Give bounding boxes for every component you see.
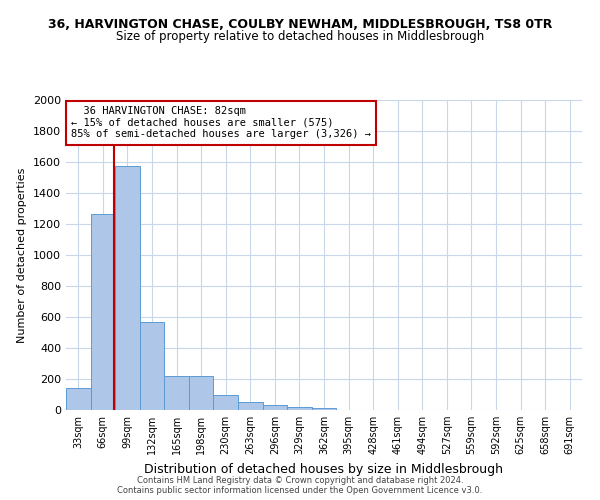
Bar [115, 166, 140, 410]
Bar [66, 388, 91, 410]
Text: Contains HM Land Registry data © Crown copyright and database right 2024.: Contains HM Land Registry data © Crown c… [137, 476, 463, 485]
Bar [164, 376, 189, 410]
Text: 36, HARVINGTON CHASE, COULBY NEWHAM, MIDDLESBROUGH, TS8 0TR: 36, HARVINGTON CHASE, COULBY NEWHAM, MID… [48, 18, 552, 30]
Bar [263, 406, 287, 410]
Bar [287, 407, 312, 410]
Bar [140, 322, 164, 410]
Text: Size of property relative to detached houses in Middlesbrough: Size of property relative to detached ho… [116, 30, 484, 43]
Y-axis label: Number of detached properties: Number of detached properties [17, 168, 28, 342]
Bar [214, 396, 238, 410]
Bar [238, 402, 263, 410]
Bar [189, 376, 214, 410]
Bar [312, 408, 336, 410]
Text: 36 HARVINGTON CHASE: 82sqm
← 15% of detached houses are smaller (575)
85% of sem: 36 HARVINGTON CHASE: 82sqm ← 15% of deta… [71, 106, 371, 140]
Text: Contains public sector information licensed under the Open Government Licence v3: Contains public sector information licen… [118, 486, 482, 495]
Bar [91, 214, 115, 410]
X-axis label: Distribution of detached houses by size in Middlesbrough: Distribution of detached houses by size … [145, 462, 503, 475]
